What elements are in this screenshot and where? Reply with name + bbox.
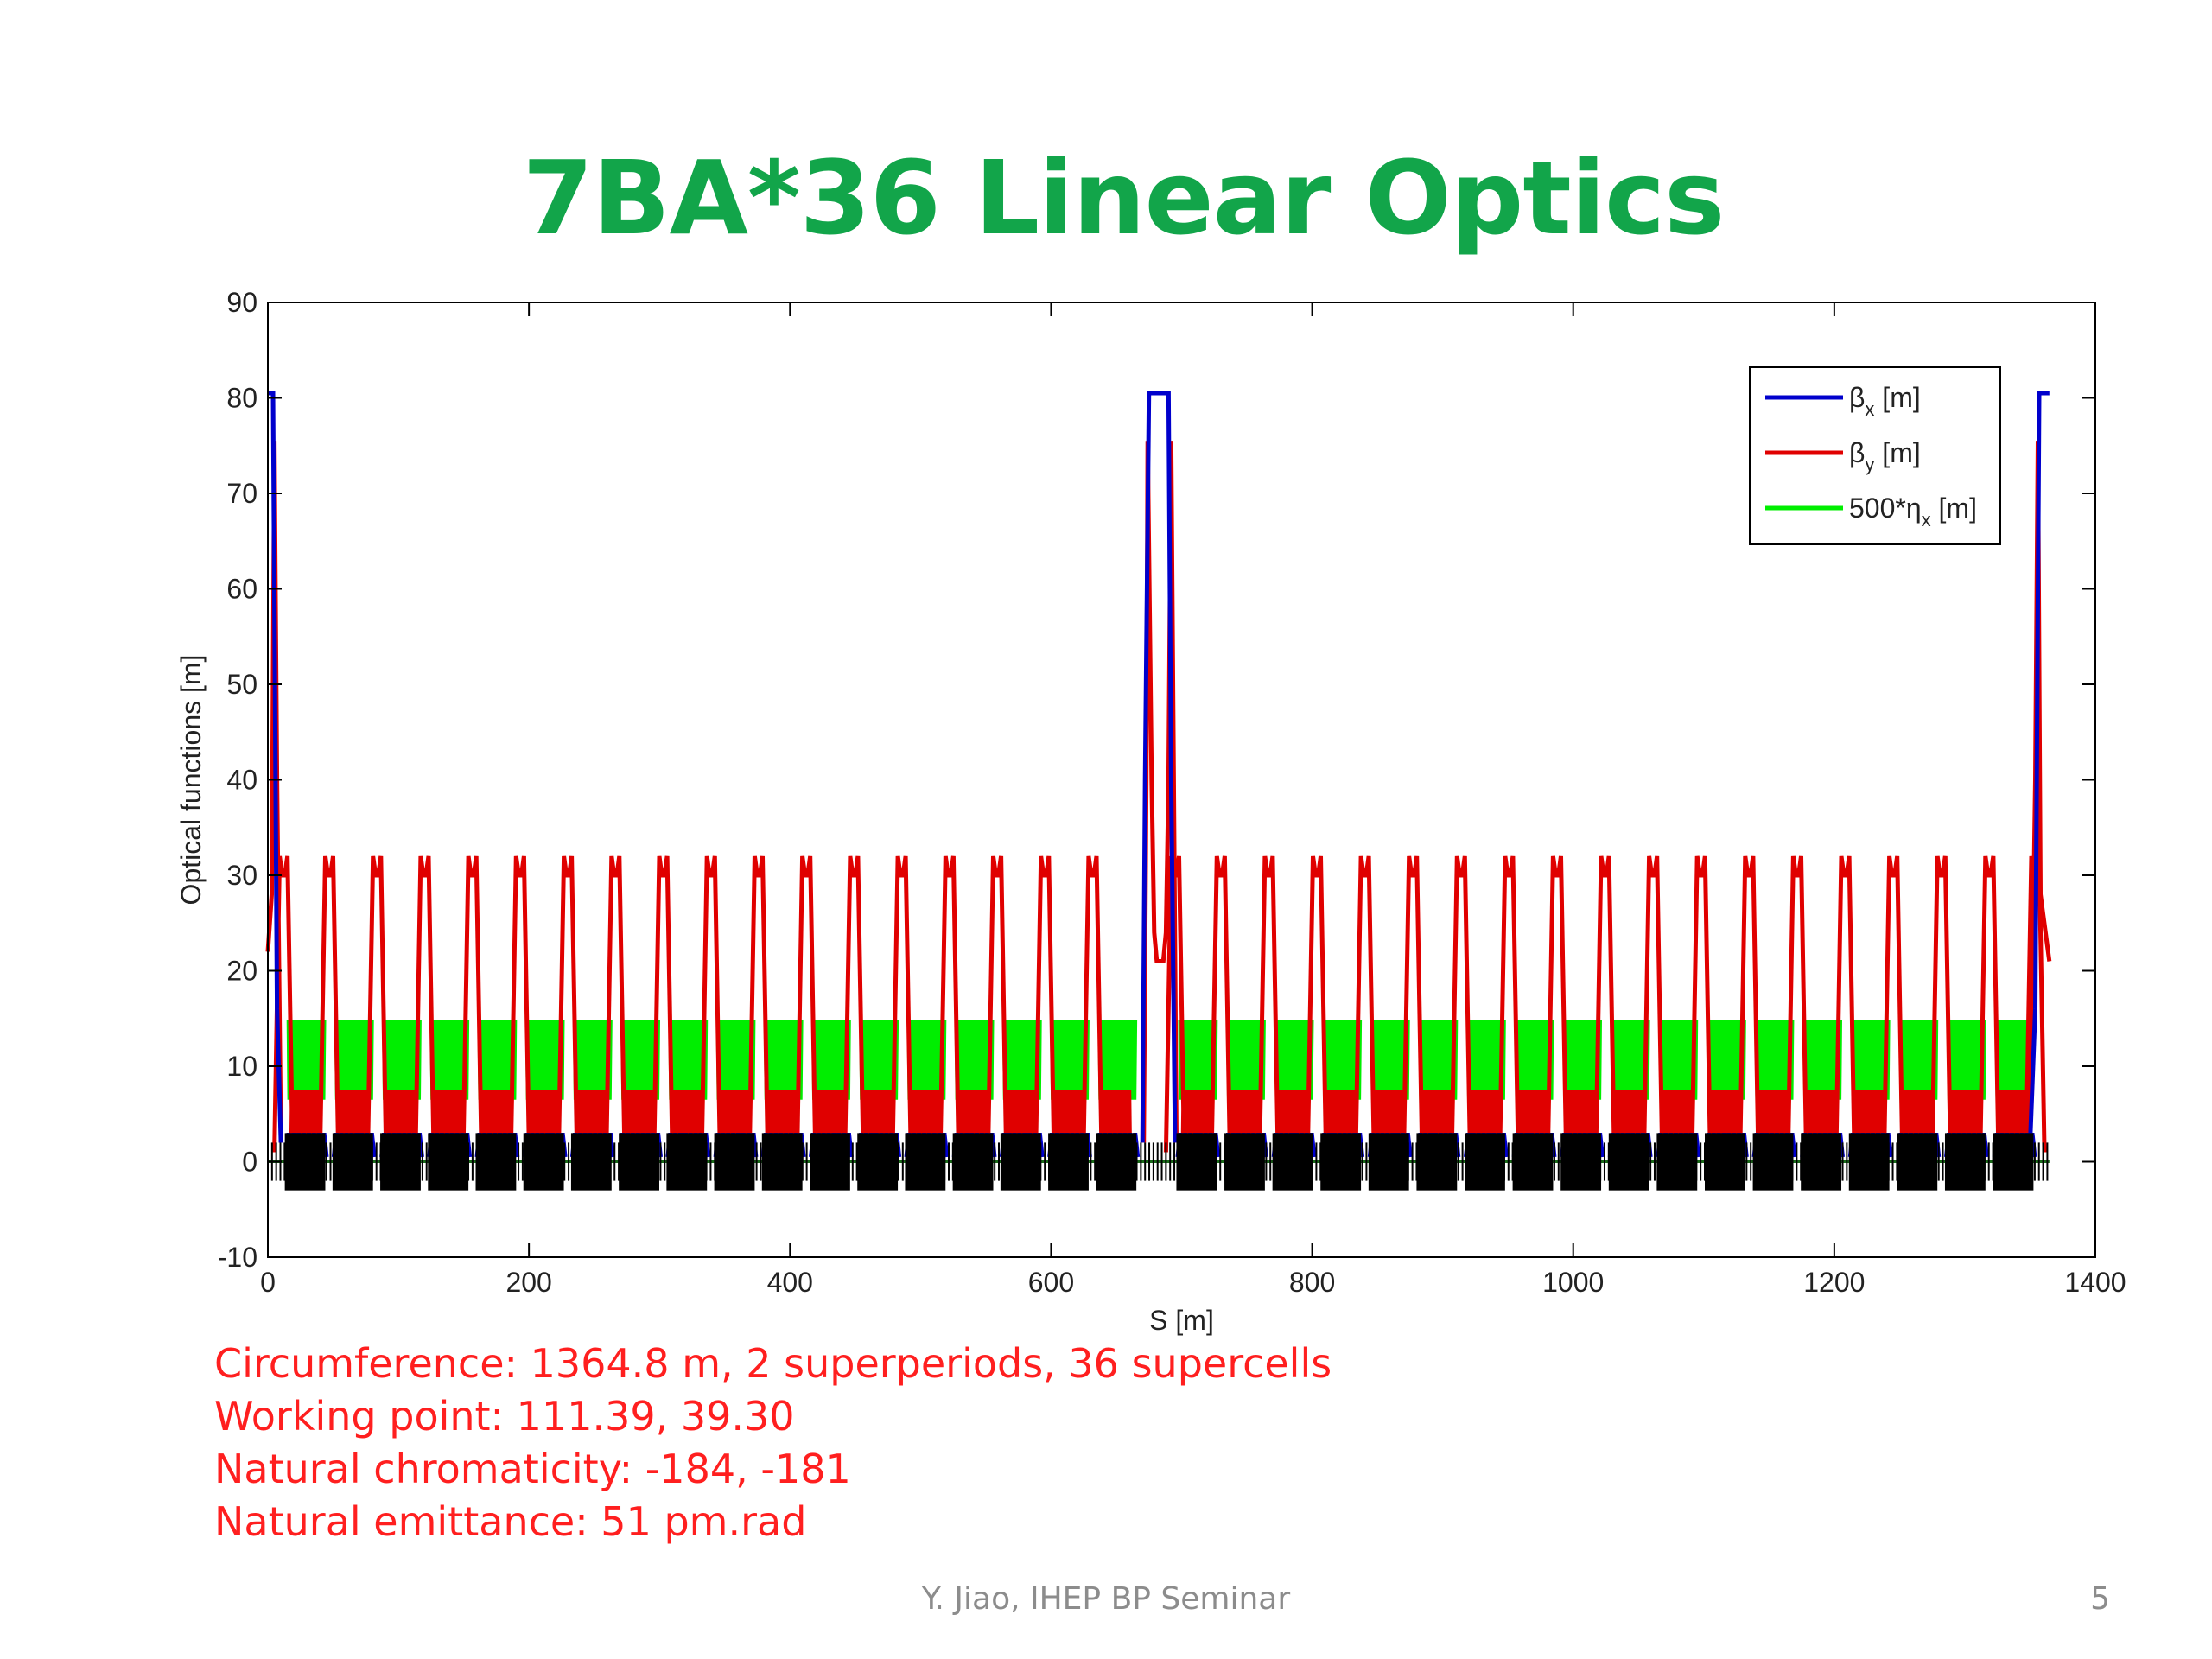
series-beta-y-line [265,441,2052,1153]
y-tick-label: 70 [226,478,257,509]
y-tick-label: 90 [226,287,257,318]
note-working-point: Working point: 111.39, 39.30 [214,1393,795,1440]
legend: βx [m] βy [m] 500*ηx [m] [1749,366,2001,545]
page-number: 5 [2090,1581,2110,1617]
y-tick-label: 30 [226,860,257,891]
legend-entry: βx [m] [1849,382,1921,420]
note-chromaticity: Natural chromaticity: -184, -181 [214,1446,851,1492]
legend-entry: βy [m] [1849,437,1921,475]
footer-text: Y. Jiao, IHEP BP Seminar [921,1581,1291,1617]
y-tick-label: 20 [226,956,257,987]
y-tick-label: 80 [226,383,257,414]
y-tick-label: 50 [226,669,257,700]
lattice-notes: Circumference: 1364.8 m, 2 superperiods,… [214,1338,1332,1548]
y-tick-label: 0 [242,1147,257,1178]
y-axis-label: Optical functions [m] [175,655,207,906]
x-tick-label: 0 [260,1267,276,1298]
lattice-elements [267,1133,2050,1191]
note-emittance: Natural emittance: 51 pm.rad [214,1498,807,1545]
y-tick-label: 40 [226,765,257,796]
x-tick-label: 600 [1028,1267,1074,1298]
x-axis-label: S [m] [1149,1305,1214,1336]
axes: 0 200 400 600 800 1000 1200 1400-10010203040506… [175,287,2126,1336]
x-tick-label: 800 [1289,1267,1335,1298]
y-tick-label: 10 [226,1051,257,1082]
series-eta-x-line [286,1020,2035,1100]
slide-title: 7BA*36 Linear Optics [522,138,1726,257]
x-tick-label: 1000 [1542,1267,1604,1298]
optics-chart: 0 200 400 600 800 1000 1200 1400-10010203040506… [175,287,2126,1336]
x-tick-label: 1400 [2064,1267,2126,1298]
x-tick-label: 400 [767,1267,813,1298]
note-circumference: Circumference: 1364.8 m, 2 superperiods,… [214,1340,1332,1387]
y-tick-label: 60 [226,574,257,605]
legend-entry: 500*ηx [m] [1849,493,1977,531]
plot-area [265,391,2052,1191]
x-tick-label: 1200 [1803,1267,1865,1298]
y-tick-label: -10 [218,1242,257,1273]
x-tick-label: 200 [505,1267,551,1298]
